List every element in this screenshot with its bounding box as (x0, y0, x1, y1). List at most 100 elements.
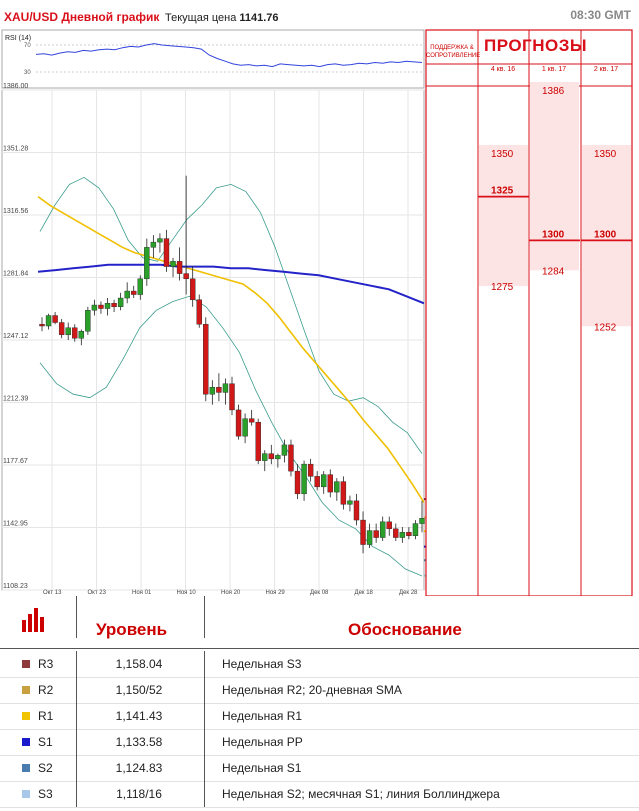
candle-body (150, 241, 157, 248)
y-tick-label: 1212.39 (3, 396, 28, 403)
forecast-bottom: 1252 (594, 322, 617, 333)
table-row: R1 1,141.43 Недельная R1 (0, 703, 639, 730)
rsi-line (35, 43, 423, 68)
candle-body (399, 532, 406, 538)
x-tick-label: Окт 13 (43, 590, 62, 596)
candle-body (137, 278, 143, 295)
y-tick-label: 1142.95 (3, 521, 28, 528)
level-name: R2 (38, 683, 54, 697)
candle-body (307, 463, 314, 477)
level-value: 1,150/52 (115, 683, 163, 697)
candle-body (144, 247, 150, 280)
rsi-panel (1, 29, 425, 89)
sr-label: ПОДДЕРЖКА & СОПРОТИВЛЕНИЕ (426, 45, 481, 59)
table-row: S3 1,118/16 Недельная S2; месячная S1; лин… (0, 781, 639, 808)
level-note: Недельная PP (222, 735, 303, 749)
candle-body (347, 500, 353, 505)
level-note: Недельная S1 (222, 761, 302, 775)
clock: 08:30 GMT (570, 8, 631, 22)
forecast-header: ПОДДЕРЖКА & СОПРОТИВЛЕНИЕ ПРОГНОЗЫ 4 кв.… (426, 30, 632, 84)
candle-body (189, 278, 196, 300)
candle-body (235, 409, 242, 437)
table-row: S1 1,133.58 Недельная PP (0, 729, 639, 756)
forecast-range (479, 144, 528, 287)
forecast-col-q4-16: 4 кв. 16 (490, 66, 516, 73)
candle-body (45, 315, 52, 327)
table-row: S2 1,124.83 Недельная S1 (0, 755, 639, 782)
candle-body (52, 315, 58, 323)
level-value: 1,118/16 (116, 787, 162, 801)
candle-body (386, 521, 392, 530)
x-tick-label: Ноя 10 (177, 590, 197, 596)
forecast-top: 1350 (491, 149, 514, 160)
candle-body (288, 444, 294, 472)
forecast-top: 1350 (594, 149, 617, 160)
chart-title: XAU/USD Дневной график (4, 10, 160, 24)
candle-body (314, 476, 320, 488)
candle-body (222, 383, 229, 393)
forecast-bottom: 1284 (542, 266, 565, 277)
candle-body (268, 453, 275, 460)
y-tick-label: 1108.23 (3, 583, 28, 590)
level-name: S3 (38, 787, 53, 801)
level-value: 1,158.04 (115, 657, 163, 671)
x-tick-label: Дек 28 (399, 590, 418, 596)
y-tick-label: 1386.00 (3, 83, 28, 90)
candle-body (78, 331, 85, 339)
sma-blue (37, 263, 425, 305)
table-row: R3 1,158.04 Недельная S3 (0, 651, 639, 678)
forecast-range (530, 82, 579, 271)
level-name: R1 (38, 709, 54, 723)
candle-body (163, 238, 170, 267)
candle-body (157, 238, 163, 243)
candle-body (334, 481, 340, 493)
candle-body (183, 273, 189, 280)
candle-body (275, 455, 281, 460)
candle-body (209, 387, 216, 395)
candle-body (301, 463, 307, 495)
candle-body (58, 322, 65, 335)
bollinger-upper (39, 176, 423, 454)
candle-body (176, 261, 183, 274)
candle-body (406, 532, 412, 537)
forecast-title: ПРОГНОЗЫ (484, 36, 587, 55)
candle-body (379, 521, 386, 538)
level-note: Недельная S2; месячная S1; линия Боллинд… (222, 787, 500, 801)
forecast-bottom: 1275 (491, 282, 514, 293)
candle-body (124, 290, 130, 299)
level-name: S2 (38, 761, 53, 775)
table-row: R2 1,150/52 Недельная R2; 20-дневная SMA (0, 677, 639, 704)
x-tick-label: Окт 23 (88, 590, 107, 596)
forecast-mid: 1325 (491, 186, 514, 197)
forecast-col-q1-17: 1 кв. 17 (541, 66, 567, 73)
rsi-label: RSI (14) (5, 35, 31, 42)
candle-body (281, 444, 288, 456)
x-tick-label: Дек 08 (310, 590, 329, 596)
level-swatch (22, 764, 30, 772)
y-tick-label: 1177.67 (3, 458, 28, 465)
candle-body (327, 474, 333, 493)
candle-body (419, 518, 425, 524)
x-tick-label: Ноя 20 (221, 590, 241, 596)
candle-body (353, 500, 360, 521)
candle-body (216, 387, 222, 393)
candle-body (72, 327, 78, 339)
candle-body (111, 303, 117, 307)
candle-body (170, 261, 176, 267)
candle-body (131, 290, 137, 295)
candle-body (294, 470, 301, 495)
y-tick-label: 1247.12 (3, 333, 28, 340)
level-note: Недельная R1 (222, 709, 303, 723)
candle-body (104, 303, 111, 309)
candle-body (360, 519, 366, 545)
candle-body (39, 324, 45, 327)
forecast-mid: 1300 (542, 229, 565, 240)
level-value: 1,124.83 (115, 761, 163, 775)
forecast-top: 1386 (542, 86, 565, 97)
candle-body (65, 327, 71, 335)
candle-body (248, 418, 255, 423)
forecast-mid: 1300 (594, 229, 617, 240)
current-price-value: 1141.76 (239, 12, 279, 24)
forecast-col-q2-17: 2 кв. 17 (593, 66, 619, 73)
candle-body (366, 530, 373, 545)
